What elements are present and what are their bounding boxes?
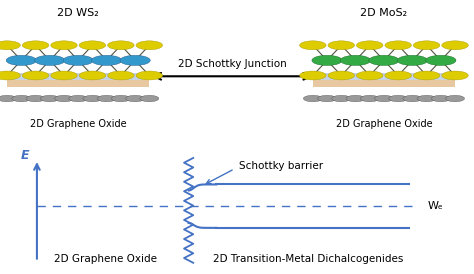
Circle shape [35, 55, 65, 65]
Circle shape [63, 55, 93, 65]
Circle shape [26, 95, 45, 102]
Circle shape [328, 71, 355, 80]
Circle shape [369, 55, 399, 65]
Circle shape [40, 95, 59, 102]
Text: Schottky barrier: Schottky barrier [239, 161, 323, 171]
Circle shape [111, 95, 130, 102]
Circle shape [403, 95, 422, 102]
Circle shape [6, 55, 36, 65]
Circle shape [136, 71, 163, 80]
Circle shape [120, 55, 150, 65]
Text: 2D Schottky Junction: 2D Schottky Junction [178, 59, 287, 68]
Circle shape [303, 95, 322, 102]
Circle shape [417, 95, 436, 102]
Circle shape [97, 95, 116, 102]
Circle shape [413, 41, 440, 50]
Circle shape [69, 95, 88, 102]
Circle shape [12, 95, 31, 102]
Circle shape [300, 41, 326, 50]
Circle shape [340, 55, 371, 65]
Circle shape [51, 41, 77, 50]
Circle shape [413, 71, 440, 80]
Circle shape [446, 95, 465, 102]
Circle shape [108, 71, 134, 80]
Circle shape [431, 95, 450, 102]
Circle shape [426, 55, 456, 65]
Circle shape [51, 71, 77, 80]
Circle shape [442, 71, 468, 80]
Circle shape [0, 95, 17, 102]
Circle shape [91, 55, 122, 65]
Circle shape [389, 95, 408, 102]
Text: 2D Graphene Oxide: 2D Graphene Oxide [55, 254, 157, 264]
Circle shape [140, 95, 159, 102]
Circle shape [0, 71, 20, 80]
Text: 2D Graphene Oxide: 2D Graphene Oxide [30, 119, 127, 129]
Bar [7, 80, 149, 87]
Text: 2D MoS₂: 2D MoS₂ [360, 8, 408, 18]
Text: Wₑ: Wₑ [428, 201, 443, 211]
Circle shape [356, 41, 383, 50]
Circle shape [385, 41, 411, 50]
Circle shape [385, 71, 411, 80]
Circle shape [136, 41, 163, 50]
Circle shape [346, 95, 365, 102]
Circle shape [397, 55, 428, 65]
Circle shape [300, 71, 326, 80]
Circle shape [312, 55, 342, 65]
Circle shape [0, 41, 20, 50]
Text: 2D WS₂: 2D WS₂ [57, 8, 99, 18]
Circle shape [83, 95, 102, 102]
Circle shape [442, 41, 468, 50]
Circle shape [22, 71, 49, 80]
Circle shape [55, 95, 73, 102]
Bar [313, 80, 455, 87]
Circle shape [108, 41, 134, 50]
Bar [7, 73, 149, 80]
Text: 2D Transition-Metal Dichalcogenides: 2D Transition-Metal Dichalcogenides [213, 254, 403, 264]
Circle shape [374, 95, 393, 102]
Circle shape [79, 41, 106, 50]
Text: 2D Graphene Oxide: 2D Graphene Oxide [336, 119, 432, 129]
Circle shape [332, 95, 351, 102]
Circle shape [126, 95, 145, 102]
Circle shape [360, 95, 379, 102]
Circle shape [79, 71, 106, 80]
Circle shape [356, 71, 383, 80]
Bar [313, 73, 455, 80]
Circle shape [328, 41, 355, 50]
Circle shape [318, 95, 337, 102]
Circle shape [22, 41, 49, 50]
Text: E: E [21, 149, 30, 162]
